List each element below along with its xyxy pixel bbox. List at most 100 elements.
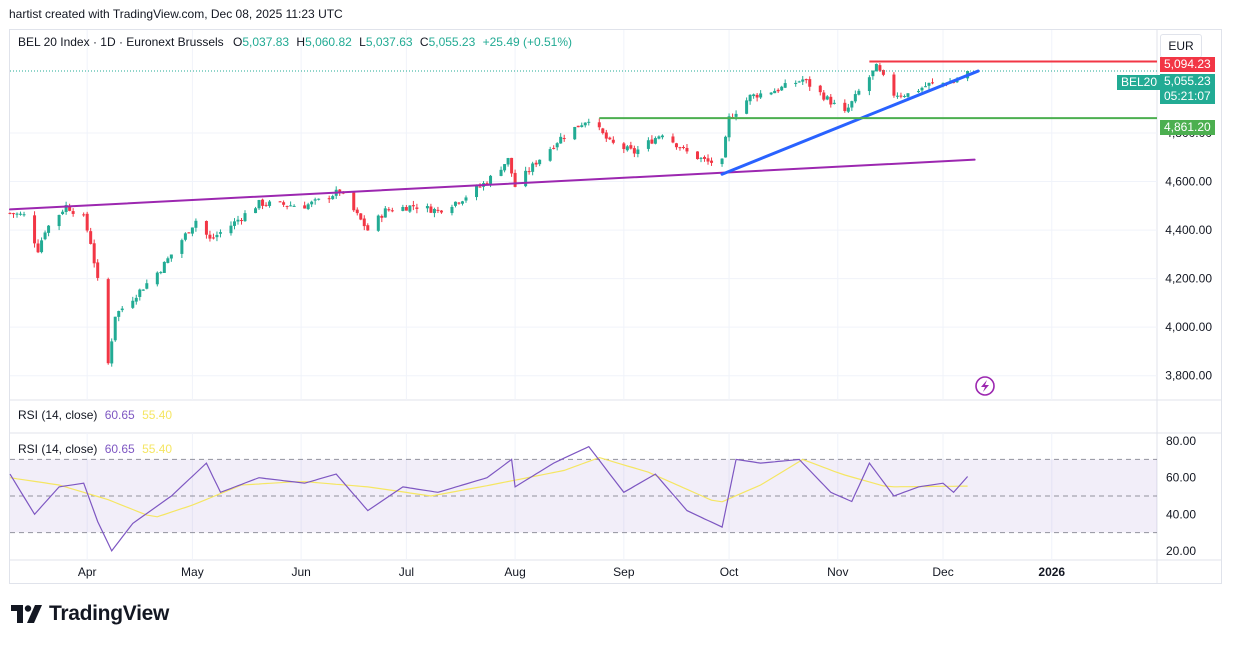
low-value: 5,037.63 xyxy=(365,35,413,49)
candle-body xyxy=(601,128,605,134)
candle-body xyxy=(380,215,384,218)
candle-body xyxy=(194,220,198,228)
candle-body xyxy=(292,205,296,207)
candle-body xyxy=(874,63,878,72)
candle-body xyxy=(411,205,415,207)
high-label: H xyxy=(296,35,306,49)
resistance-price-tag: 5,094.23 xyxy=(1160,57,1215,72)
candle-body xyxy=(425,206,429,209)
close-label: C xyxy=(419,35,429,49)
x-tick-label: Jul xyxy=(399,565,414,579)
candle-body xyxy=(734,113,738,117)
candle-body xyxy=(359,213,363,220)
candle-body xyxy=(622,143,626,150)
candle-body xyxy=(916,90,920,93)
countdown-tag: 05:21:07 xyxy=(1160,89,1215,104)
candle-body xyxy=(12,213,16,215)
candle-body xyxy=(453,201,457,206)
candle-body xyxy=(825,96,829,100)
candle-body xyxy=(450,206,454,214)
candle-body xyxy=(15,213,19,215)
candle-body xyxy=(169,254,173,259)
candle-body xyxy=(804,79,808,81)
candle-body xyxy=(724,136,728,158)
candle-body xyxy=(573,126,577,140)
candle-body xyxy=(681,146,685,148)
candle-body xyxy=(19,213,23,215)
candle-body xyxy=(671,136,675,143)
candle-body xyxy=(776,89,780,92)
candle-body xyxy=(303,205,307,209)
candle-body xyxy=(243,213,247,222)
candle-body xyxy=(503,164,507,171)
candle-body xyxy=(8,212,12,214)
candle-body xyxy=(857,90,861,95)
rsi-tick-label: 80.00 xyxy=(1166,434,1196,448)
candle-body xyxy=(376,215,380,231)
candle-body xyxy=(464,197,468,201)
candle-body xyxy=(587,121,591,123)
candle-body xyxy=(576,125,580,128)
candle-body xyxy=(85,213,89,231)
candle-body xyxy=(261,199,265,206)
candle-body xyxy=(920,87,924,91)
candle-body xyxy=(769,92,773,95)
candle-body xyxy=(878,65,882,71)
rsi-legend-value: 60.65 xyxy=(104,442,135,456)
candle-body xyxy=(699,157,703,159)
symbol-legend: BEL 20 Index · 1D · Euronext Brussels O5… xyxy=(18,35,572,49)
candle-body xyxy=(923,86,927,88)
candle-body xyxy=(597,122,601,128)
candle-body xyxy=(57,214,61,227)
candle-body xyxy=(268,201,272,206)
candle-body xyxy=(180,240,184,254)
x-tick-label: Sep xyxy=(613,565,635,579)
chart-frame xyxy=(9,29,1222,584)
candle-body xyxy=(457,202,461,204)
candle-body xyxy=(927,82,931,86)
candle-body xyxy=(204,220,208,235)
candle-body xyxy=(794,82,798,84)
candle-body xyxy=(636,149,640,155)
candle-body xyxy=(531,163,535,172)
x-tick-label: Oct xyxy=(720,565,739,579)
candle-body xyxy=(215,234,219,238)
candle-body xyxy=(257,200,261,209)
candle-body xyxy=(211,237,215,239)
change-value: +25.49 (+0.51%) xyxy=(482,35,573,49)
candle-body xyxy=(317,198,321,200)
candle-body xyxy=(727,116,731,138)
close-value: 5,055.23 xyxy=(428,35,476,49)
candle-body xyxy=(902,96,906,98)
candle-body xyxy=(867,77,871,92)
tradingview-logo[interactable]: TradingView xyxy=(11,602,169,626)
currency-button[interactable]: EUR xyxy=(1160,34,1202,58)
candle-body xyxy=(162,261,166,273)
candle-body xyxy=(89,231,93,244)
candle-body xyxy=(625,146,629,151)
candle-body xyxy=(436,209,440,211)
candle-body xyxy=(120,308,124,311)
candle-body xyxy=(190,227,194,234)
candle-body xyxy=(653,138,657,144)
candle-body xyxy=(22,214,26,216)
candle-body xyxy=(555,143,559,148)
candle-body xyxy=(559,136,563,144)
candle-body xyxy=(145,283,149,289)
candle-body xyxy=(583,122,587,126)
candle-body xyxy=(138,289,142,297)
rsi-tick-label: 60.00 xyxy=(1166,471,1196,485)
candle-body xyxy=(759,93,763,98)
candle-body xyxy=(485,183,489,185)
candle-body xyxy=(548,149,552,161)
candle-body xyxy=(678,147,682,149)
candle-body xyxy=(36,243,40,253)
candle-body xyxy=(240,220,244,222)
candle-body xyxy=(801,79,805,82)
candle-body xyxy=(134,297,138,302)
lightning-icon-bolt xyxy=(981,380,989,392)
y-tick-label: 4,200.00 xyxy=(1165,272,1212,286)
candle-body xyxy=(352,192,356,211)
candle-body xyxy=(68,205,72,211)
